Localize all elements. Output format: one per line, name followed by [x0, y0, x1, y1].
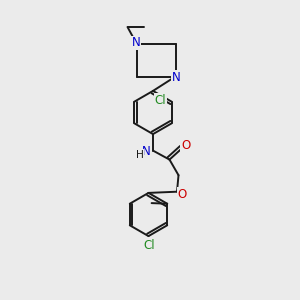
Text: N: N [172, 70, 181, 84]
Text: N: N [131, 36, 140, 50]
Text: Cl: Cl [154, 94, 166, 107]
Text: O: O [181, 139, 190, 152]
Text: H: H [136, 150, 143, 160]
Text: Cl: Cl [143, 239, 155, 252]
Text: O: O [178, 188, 187, 201]
Text: N: N [142, 145, 151, 158]
